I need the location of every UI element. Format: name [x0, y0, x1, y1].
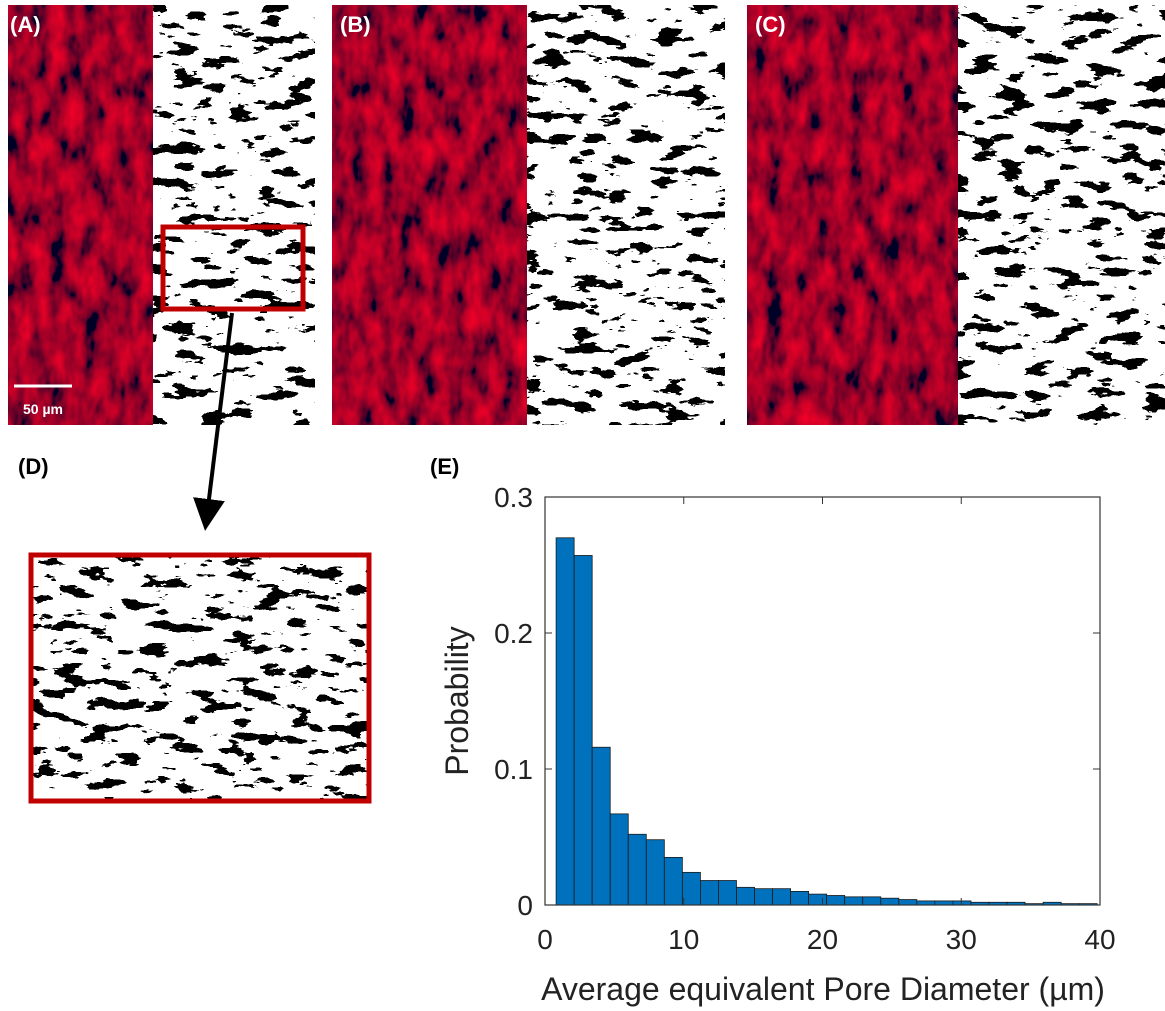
scale-bar-label: 50 µm	[23, 401, 63, 417]
y-tick-label: 0.2	[494, 618, 533, 649]
panel-label: (B)	[340, 12, 371, 37]
panel-label: (E)	[430, 454, 459, 479]
x-tick-label: 30	[946, 924, 977, 955]
bar	[862, 896, 882, 906]
bar	[916, 900, 936, 906]
y-tick-label: 0.1	[494, 754, 533, 785]
bar	[754, 888, 773, 906]
fluorescence-image	[747, 5, 958, 425]
bar	[555, 537, 575, 906]
bar	[573, 555, 593, 906]
bar	[952, 900, 972, 906]
bar	[736, 886, 755, 906]
zoom-frame	[28, 552, 372, 804]
bar	[898, 899, 918, 906]
binary-image	[958, 5, 1165, 425]
bar	[808, 893, 828, 906]
x-tick-label: 40	[1084, 924, 1115, 955]
bar	[663, 857, 683, 906]
bar	[880, 897, 900, 906]
bar	[700, 880, 719, 906]
y-tick-label: 0.3	[494, 482, 533, 513]
bar	[934, 900, 954, 906]
bar	[627, 833, 647, 906]
zoom-box	[160, 224, 306, 312]
x-tick-label: 20	[807, 924, 838, 955]
bar	[772, 888, 791, 906]
bar	[681, 871, 701, 906]
panel-label: (D)	[18, 454, 49, 479]
bar	[718, 880, 737, 906]
bar	[645, 839, 665, 906]
bar	[609, 813, 629, 906]
fluorescence-image	[332, 5, 527, 425]
binary-image	[153, 5, 315, 425]
binary-image	[527, 5, 725, 425]
x-tick-label: 0	[537, 924, 553, 955]
bar	[844, 896, 864, 906]
x-axis-label: Average equivalent Pore Diameter (µm)	[541, 971, 1105, 1007]
panel-label: (A)	[10, 12, 41, 37]
y-tick-label: 0	[517, 890, 533, 921]
arrow	[193, 312, 234, 531]
zoomed-binary-image	[31, 555, 369, 801]
y-axis-label: Probability	[439, 626, 475, 775]
bar	[826, 895, 846, 906]
panel-label: (C)	[755, 12, 786, 37]
fluorescence-image	[8, 5, 153, 425]
bar	[790, 891, 810, 906]
bar	[591, 746, 611, 906]
x-tick-label: 10	[668, 924, 699, 955]
